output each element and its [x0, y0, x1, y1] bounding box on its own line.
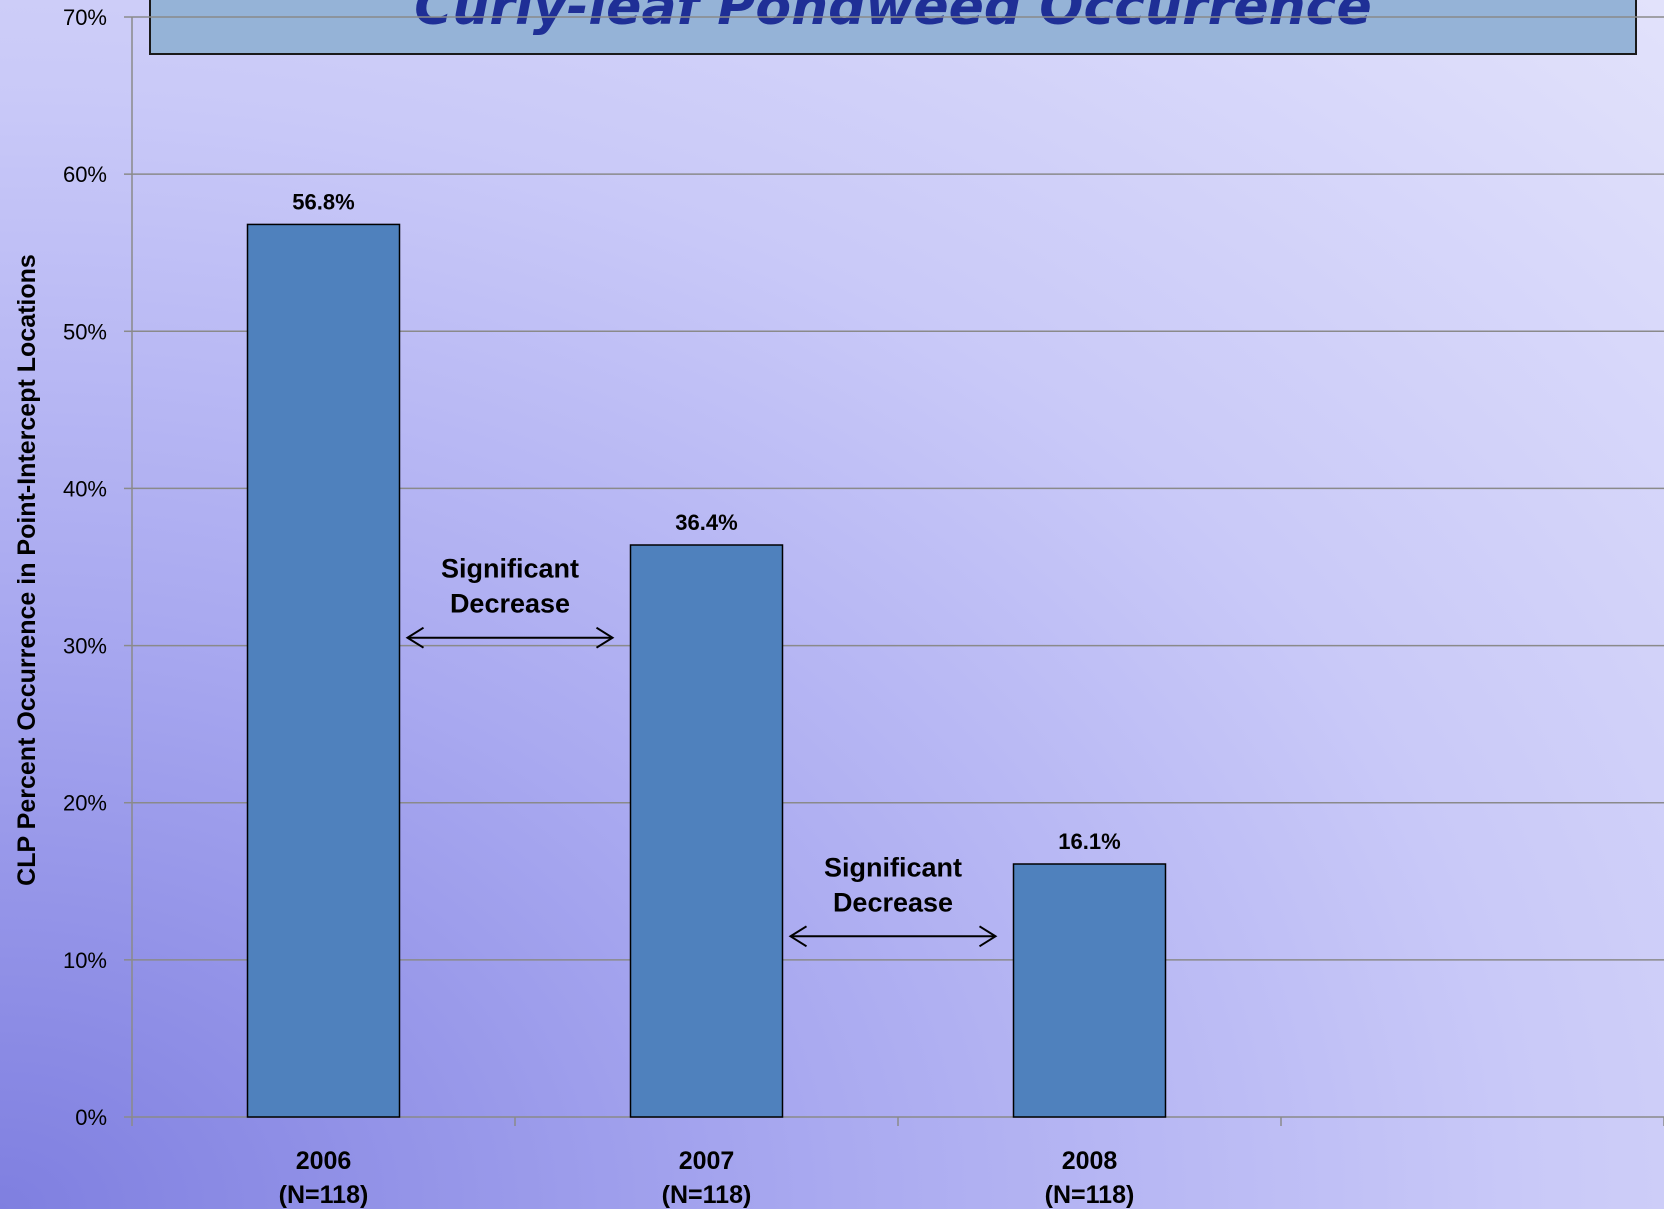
y-tick-label: 0% — [75, 1105, 107, 1130]
arrow-left-head-icon — [788, 925, 808, 948]
data-label: 36.4% — [675, 510, 737, 535]
bars — [246, 223, 1167, 1118]
y-tick-labels: 0% 10% 20% 30% 40% 50% 60% 70% — [63, 5, 107, 1130]
data-label: 16.1% — [1058, 829, 1120, 854]
x-tick-label: 2006 (N=118) — [279, 1147, 369, 1209]
x-tick-labels: 2006 (N=118) 2007 (N=118) 2008 (N=118) — [279, 1147, 1135, 1209]
bar — [246, 223, 401, 1118]
bar — [629, 544, 784, 1118]
bar — [1012, 863, 1167, 1118]
y-tick-label: 70% — [63, 5, 107, 30]
arrow-right-head-icon — [595, 626, 615, 649]
arrow-right-head-icon — [978, 925, 998, 948]
data-labels: 56.8% 36.4% 16.1% — [292, 189, 1120, 854]
y-tick-label: 40% — [63, 476, 107, 501]
y-tick-label: 50% — [63, 319, 107, 344]
arrow-left-head-icon — [405, 626, 425, 649]
x-tick-label: 2008 (N=118) — [1045, 1147, 1135, 1209]
y-axis-label: CLP Percent Occurrence in Point-Intercep… — [13, 254, 41, 886]
annotation-label: Significant Decrease — [824, 852, 962, 917]
annotations: Significant Decrease Significant Decrease — [405, 554, 998, 948]
annotation-label: Significant Decrease — [441, 554, 579, 619]
y-tick-label: 30% — [63, 634, 107, 659]
y-tick-label: 20% — [63, 791, 107, 816]
x-tick-label: 2007 (N=118) — [662, 1147, 752, 1209]
y-tick-label: 60% — [63, 162, 107, 187]
data-label: 56.8% — [292, 189, 354, 214]
y-tick-label: 10% — [63, 948, 107, 973]
